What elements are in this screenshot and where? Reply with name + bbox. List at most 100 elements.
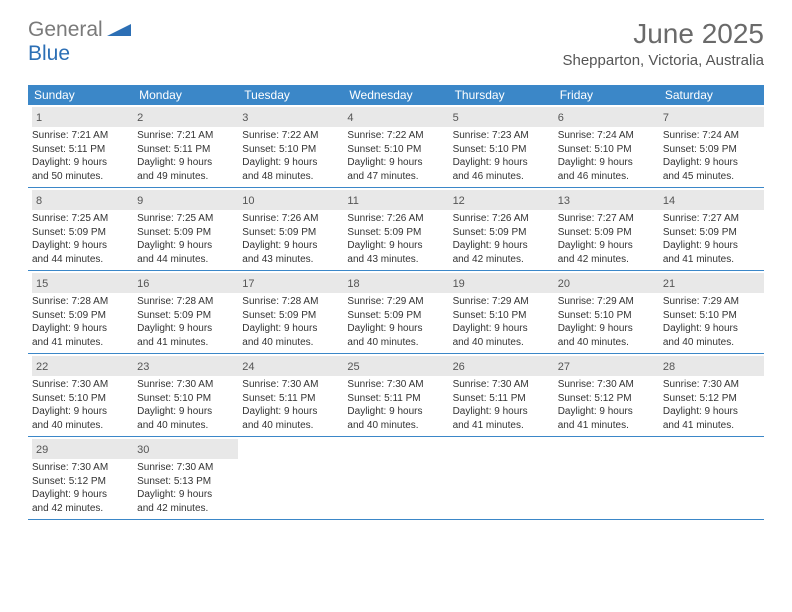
- daylight-line-1: Daylight: 9 hours: [32, 156, 129, 170]
- day-number-row: 27: [554, 356, 659, 376]
- daylight-line-1: Daylight: 9 hours: [137, 239, 234, 253]
- daylight-line-1: Daylight: 9 hours: [453, 322, 550, 336]
- day-number-row: 17: [238, 273, 343, 293]
- day-number-row: 22: [32, 356, 133, 376]
- day-number: 22: [36, 361, 48, 373]
- sunrise-line: Sunrise: 7:26 AM: [453, 212, 550, 226]
- sunset-line: Sunset: 5:09 PM: [242, 309, 339, 323]
- daylight-line-1: Daylight: 9 hours: [32, 322, 129, 336]
- day-number: 8: [36, 195, 42, 207]
- day-cell: 6Sunrise: 7:24 AMSunset: 5:10 PMDaylight…: [554, 105, 659, 187]
- sunrise-line: Sunrise: 7:22 AM: [242, 129, 339, 143]
- daylight-line-1: Daylight: 9 hours: [558, 239, 655, 253]
- day-number: 7: [663, 112, 669, 124]
- sunset-line: Sunset: 5:09 PM: [453, 226, 550, 240]
- day-cell: 28Sunrise: 7:30 AMSunset: 5:12 PMDayligh…: [659, 354, 764, 436]
- day-number-row: 5: [449, 107, 554, 127]
- sunset-line: Sunset: 5:10 PM: [453, 309, 550, 323]
- day-number-row: 12: [449, 190, 554, 210]
- daylight-line-2: and 49 minutes.: [137, 170, 234, 184]
- day-number-row: 13: [554, 190, 659, 210]
- day-cell: 26Sunrise: 7:30 AMSunset: 5:11 PMDayligh…: [449, 354, 554, 436]
- day-cell: 17Sunrise: 7:28 AMSunset: 5:09 PMDayligh…: [238, 271, 343, 353]
- day-number: 25: [347, 361, 359, 373]
- weekday-saturday: Saturday: [659, 85, 764, 105]
- sunset-line: Sunset: 5:12 PM: [663, 392, 760, 406]
- daylight-line-1: Daylight: 9 hours: [558, 322, 655, 336]
- day-cell: 27Sunrise: 7:30 AMSunset: 5:12 PMDayligh…: [554, 354, 659, 436]
- day-cell: 9Sunrise: 7:25 AMSunset: 5:09 PMDaylight…: [133, 188, 238, 270]
- day-number: 23: [137, 361, 149, 373]
- sunrise-line: Sunrise: 7:24 AM: [558, 129, 655, 143]
- logo-triangle-icon: [107, 20, 131, 41]
- day-cell: 3Sunrise: 7:22 AMSunset: 5:10 PMDaylight…: [238, 105, 343, 187]
- daylight-line-1: Daylight: 9 hours: [32, 239, 129, 253]
- day-cell: 10Sunrise: 7:26 AMSunset: 5:09 PMDayligh…: [238, 188, 343, 270]
- sunset-line: Sunset: 5:10 PM: [453, 143, 550, 157]
- day-cell: 7Sunrise: 7:24 AMSunset: 5:09 PMDaylight…: [659, 105, 764, 187]
- weekday-thursday: Thursday: [449, 85, 554, 105]
- daylight-line-1: Daylight: 9 hours: [453, 405, 550, 419]
- day-cell: 30Sunrise: 7:30 AMSunset: 5:13 PMDayligh…: [133, 437, 238, 519]
- daylight-line-2: and 41 minutes.: [663, 419, 760, 433]
- sunset-line: Sunset: 5:10 PM: [242, 143, 339, 157]
- sunset-line: Sunset: 5:09 PM: [32, 226, 129, 240]
- day-cell: 1 Sunrise: 7:21 AMSunset: 5:11 PMDaylight…: [28, 105, 133, 187]
- daylight-line-2: and 46 minutes.: [558, 170, 655, 184]
- weekday-wednesday: Wednesday: [343, 85, 448, 105]
- day-cell: 5Sunrise: 7:23 AMSunset: 5:10 PMDaylight…: [449, 105, 554, 187]
- daylight-line-1: Daylight: 9 hours: [347, 322, 444, 336]
- sunrise-line: Sunrise: 7:30 AM: [137, 378, 234, 392]
- day-number: 16: [137, 278, 149, 290]
- daylight-line-1: Daylight: 9 hours: [242, 239, 339, 253]
- day-number: 1: [36, 112, 42, 124]
- title-block: June 2025 Shepparton, Victoria, Australi…: [562, 18, 764, 69]
- daylight-line-1: Daylight: 9 hours: [242, 322, 339, 336]
- logo-text-blue: Blue: [28, 42, 70, 65]
- week-row: 15Sunrise: 7:28 AMSunset: 5:09 PMDayligh…: [28, 271, 764, 354]
- day-number: 2: [137, 112, 143, 124]
- day-number-row: 21: [659, 273, 764, 293]
- sunset-line: Sunset: 5:11 PM: [242, 392, 339, 406]
- daylight-line-1: Daylight: 9 hours: [242, 156, 339, 170]
- day-number: 21: [663, 278, 675, 290]
- day-cell: 14Sunrise: 7:27 AMSunset: 5:09 PMDayligh…: [659, 188, 764, 270]
- daylight-line-2: and 40 minutes.: [663, 336, 760, 350]
- sunrise-line: Sunrise: 7:27 AM: [663, 212, 760, 226]
- sunrise-line: Sunrise: 7:25 AM: [137, 212, 234, 226]
- sunrise-line: Sunrise: 7:23 AM: [453, 129, 550, 143]
- sunset-line: Sunset: 5:09 PM: [558, 226, 655, 240]
- sunset-line: Sunset: 5:11 PM: [32, 143, 129, 157]
- day-number-row: 20: [554, 273, 659, 293]
- sunrise-line: Sunrise: 7:21 AM: [32, 129, 129, 143]
- weekday-friday: Friday: [554, 85, 659, 105]
- week-row: 22Sunrise: 7:30 AMSunset: 5:10 PMDayligh…: [28, 354, 764, 437]
- daylight-line-2: and 48 minutes.: [242, 170, 339, 184]
- day-number: 13: [558, 195, 570, 207]
- sunrise-line: Sunrise: 7:26 AM: [242, 212, 339, 226]
- day-cell: 23Sunrise: 7:30 AMSunset: 5:10 PMDayligh…: [133, 354, 238, 436]
- day-cell: 2Sunrise: 7:21 AMSunset: 5:11 PMDaylight…: [133, 105, 238, 187]
- sunset-line: Sunset: 5:10 PM: [663, 309, 760, 323]
- sunrise-line: Sunrise: 7:30 AM: [32, 378, 129, 392]
- sunrise-line: Sunrise: 7:24 AM: [663, 129, 760, 143]
- sunrise-line: Sunrise: 7:25 AM: [32, 212, 129, 226]
- day-number-row: 25: [343, 356, 448, 376]
- sunset-line: Sunset: 5:09 PM: [663, 226, 760, 240]
- sunset-line: Sunset: 5:09 PM: [137, 226, 234, 240]
- month-title: June 2025: [562, 18, 764, 50]
- day-number-row: 28: [659, 356, 764, 376]
- sunrise-line: Sunrise: 7:30 AM: [558, 378, 655, 392]
- daylight-line-2: and 41 minutes.: [663, 253, 760, 267]
- sunset-line: Sunset: 5:11 PM: [347, 392, 444, 406]
- daylight-line-1: Daylight: 9 hours: [453, 239, 550, 253]
- day-number: 30: [137, 444, 149, 456]
- weekday-tuesday: Tuesday: [238, 85, 343, 105]
- day-cell: 20Sunrise: 7:29 AMSunset: 5:10 PMDayligh…: [554, 271, 659, 353]
- daylight-line-2: and 43 minutes.: [347, 253, 444, 267]
- location: Shepparton, Victoria, Australia: [562, 52, 764, 69]
- day-number-row: 1: [32, 107, 133, 127]
- daylight-line-2: and 50 minutes.: [32, 170, 129, 184]
- daylight-line-1: Daylight: 9 hours: [137, 156, 234, 170]
- daylight-line-2: and 41 minutes.: [137, 336, 234, 350]
